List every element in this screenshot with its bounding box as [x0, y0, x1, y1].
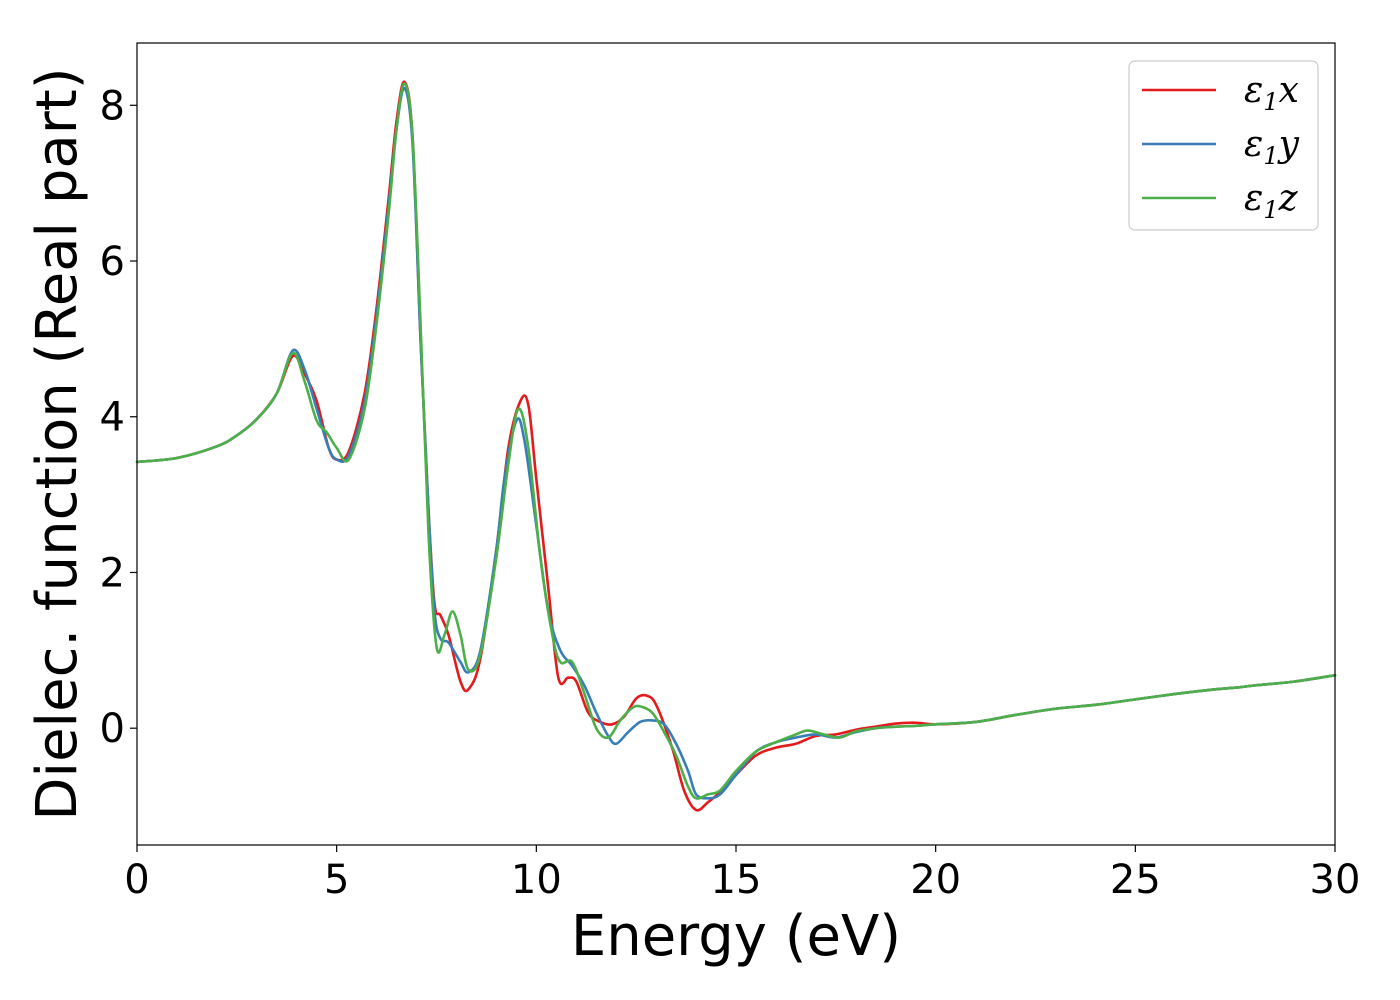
y-tick-label: 2: [100, 550, 125, 596]
x-tick-label: 5: [324, 857, 349, 903]
legend-label-base: ε: [1244, 178, 1263, 219]
legend-label-subscript: 1: [1263, 142, 1278, 170]
x-tick-label: 30: [1310, 857, 1361, 903]
legend-label: ε1x: [1244, 70, 1299, 116]
legend-label: ε1z: [1244, 178, 1299, 224]
legend-label-base: ε: [1244, 70, 1263, 111]
legend-label-tail: x: [1279, 70, 1299, 111]
x-axis: 0 5 10 15 20 25 30: [124, 845, 1360, 903]
x-tick-label: 0: [124, 857, 149, 903]
x-tick-label: 15: [711, 857, 762, 903]
y-tick-label: 4: [100, 395, 125, 441]
plot-lines: [135, 80, 1337, 812]
y-axis: 0 2 4 6 8: [100, 83, 137, 752]
legend-label: ε1y: [1244, 124, 1300, 170]
legend-label-tail: y: [1277, 124, 1300, 165]
legend-label-subscript: 1: [1263, 88, 1278, 116]
y-tick-label: 0: [100, 706, 125, 752]
legend-label-subscript: 1: [1263, 196, 1278, 224]
x-tick-label: 20: [910, 857, 961, 903]
legend-label-base: ε: [1244, 124, 1263, 165]
y-tick-label: 6: [100, 239, 125, 285]
y-axis-label: Dielec. function (Real part): [25, 67, 90, 820]
series-line-1: [135, 80, 1337, 812]
legend-label-tail: z: [1278, 178, 1299, 219]
legend-box: [1128, 60, 1319, 231]
x-tick-label: 25: [1110, 857, 1161, 903]
x-tick-label: 10: [511, 857, 562, 903]
x-axis-label: Energy (eV): [571, 904, 901, 969]
y-tick-label: 8: [100, 83, 125, 129]
series-line-3: [135, 82, 1337, 800]
